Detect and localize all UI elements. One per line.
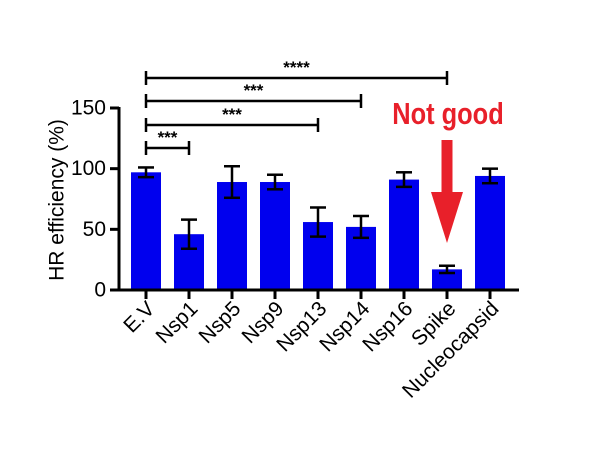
significance-label-4: *** <box>158 128 178 147</box>
error-bar-nsp5 <box>224 164 240 200</box>
bar-e-v <box>131 172 161 290</box>
significance-bracket-1 <box>144 71 449 85</box>
annotation-arrow-head <box>431 192 463 243</box>
error-bar-nsp1 <box>181 218 197 250</box>
significance-bracket-3 <box>144 118 320 132</box>
x-tick-label-nsp1: Nsp1 <box>152 297 203 348</box>
bar-nsp16 <box>389 179 419 290</box>
x-tick-label-nsp5: Nsp5 <box>195 297 246 348</box>
significance-label-2: *** <box>244 81 264 100</box>
bar-nsp9 <box>260 182 290 290</box>
error-bar-nucleocapsid <box>482 167 498 185</box>
y-axis-label: HR efficiency (%) <box>46 119 69 281</box>
annotation-arrow-shaft <box>441 140 453 195</box>
y-tick-label-50: 50 <box>83 218 106 241</box>
error-bar-nsp13 <box>310 206 326 238</box>
bar-nsp5 <box>217 182 247 290</box>
error-bar-nsp14 <box>353 214 369 240</box>
plot-area: 050100150E.VNsp1Nsp5Nsp9Nsp13Nsp14Nsp16S… <box>71 58 519 403</box>
error-bar-spike <box>439 264 455 275</box>
significance-label-1: **** <box>283 58 310 77</box>
significance-label-3: *** <box>222 105 242 124</box>
y-tick-label-100: 100 <box>71 157 106 180</box>
bar-nucleocapsid <box>475 175 505 290</box>
annotation-not-good: Not good <box>392 97 503 132</box>
y-tick-label-0: 0 <box>94 279 106 302</box>
error-bar-nsp9 <box>267 173 283 191</box>
x-tick-label-nsp16: Nsp16 <box>358 297 417 356</box>
error-bar-e-v <box>138 166 154 179</box>
bar-spike <box>432 269 462 290</box>
significance-bracket-4 <box>144 141 191 155</box>
y-tick-label-150: 150 <box>71 97 106 120</box>
error-bar-nsp16 <box>396 171 412 189</box>
significance-bracket-2 <box>144 94 363 108</box>
